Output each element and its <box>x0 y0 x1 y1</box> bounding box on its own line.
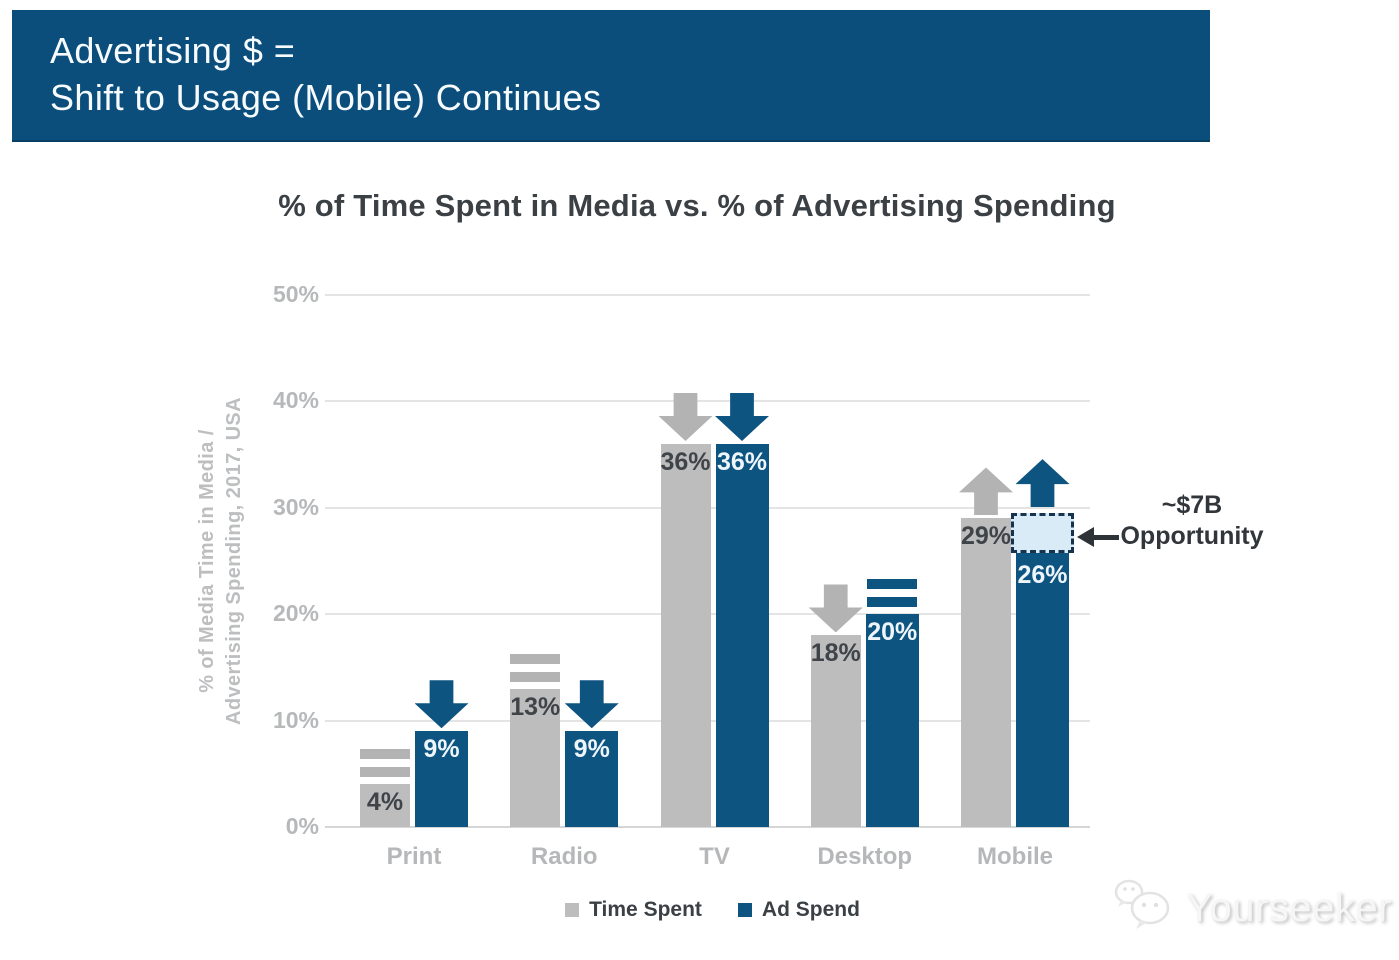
annotation-arrow-icon <box>1077 527 1094 547</box>
legend-swatch-icon <box>565 903 580 917</box>
equals-marker-icon <box>510 653 561 682</box>
watermark-text: Yourseeker <box>1186 886 1392 930</box>
annotation-line-1: ~$7B <box>1161 491 1223 519</box>
gridline-40 <box>325 400 1090 403</box>
y-tick-label: 10% <box>272 706 319 733</box>
opportunity-gap-box <box>1011 513 1074 554</box>
legend-item: Ad Spend <box>737 898 860 922</box>
equals-marker-icon <box>867 579 918 608</box>
y-tick-label: 0% <box>285 813 319 839</box>
equals-marker-icon <box>360 749 410 778</box>
legend-label: Ad Spend <box>761 898 860 921</box>
bar-value-label: 4% <box>366 788 404 817</box>
chart-legend: Time Spent Ad Spend <box>335 898 1090 922</box>
y-axis-label-line-2: Advertising Spending, 2017, USA <box>223 396 245 726</box>
bar-value-label: 26% <box>1017 561 1068 590</box>
bar-mobile-ad-spend <box>1016 550 1069 827</box>
bar-radio-ad-spend <box>565 731 619 827</box>
chat-bubbles-icon <box>1112 878 1178 939</box>
y-tick-label: 30% <box>272 493 319 520</box>
bar-mobile-time-spent <box>961 518 1011 827</box>
bar-print-time-spent <box>360 784 410 827</box>
bar-tv-ad-spend <box>715 443 769 827</box>
bar-desktop-time-spent <box>810 635 861 827</box>
header-banner: Advertising $ = Shift to Usage (Mobile) … <box>12 10 1210 142</box>
plot-area: % of Media Time in Media / Advertising S… <box>196 281 1090 870</box>
y-tick-label: 40% <box>272 387 319 414</box>
x-category-label: Radio <box>530 843 598 870</box>
y-tick-label: 20% <box>272 600 319 627</box>
x-category-label: TV <box>699 843 730 870</box>
legend-swatch-icon <box>737 903 752 917</box>
bar-value-label: 36% <box>716 447 768 476</box>
x-category-label: Print <box>386 843 442 870</box>
bar-print-ad-spend <box>415 731 468 827</box>
chart-title: % of Time Spent in Media vs. % of Advert… <box>278 188 1116 223</box>
bar-radio-time-spent <box>510 688 561 827</box>
y-axis-label: % of Media Time in Media / Advertising S… <box>194 281 248 841</box>
banner-line-1: Advertising $ = <box>50 30 296 71</box>
watermark: Yourseeker <box>1112 878 1392 939</box>
legend-item: Time Spent <box>565 898 702 922</box>
x-category-label: Desktop <box>817 843 913 870</box>
banner-line-2: Shift to Usage (Mobile) Continues <box>50 77 602 118</box>
bar-value-label: 20% <box>867 618 918 647</box>
up-arrow-icon <box>1015 459 1070 508</box>
bar-value-label: 13% <box>510 692 561 721</box>
down-arrow-icon <box>808 584 863 633</box>
bar-tv-time-spent <box>660 443 711 827</box>
y-axis-label-line-1: % of Media Time in Media / <box>196 429 218 693</box>
bar-value-label: 36% <box>660 447 711 476</box>
legend-label: Time Spent <box>589 898 702 921</box>
bar-value-label: 9% <box>573 735 610 764</box>
x-axis-line <box>325 826 1090 828</box>
gridline-50 <box>325 294 1090 296</box>
y-tick-label: 50% <box>272 281 319 307</box>
annotation-line-2: Opportunity <box>1120 522 1264 550</box>
bar-value-label: 29% <box>960 522 1012 551</box>
x-category-label: Mobile <box>977 843 1053 870</box>
annotation-arrow-shaft <box>1093 535 1119 540</box>
opportunity-annotation: ~$7B Opportunity <box>1112 490 1272 552</box>
bar-desktop-ad-spend <box>865 614 919 827</box>
bar-value-label: 18% <box>810 639 861 668</box>
bar-value-label: 9% <box>423 735 460 764</box>
